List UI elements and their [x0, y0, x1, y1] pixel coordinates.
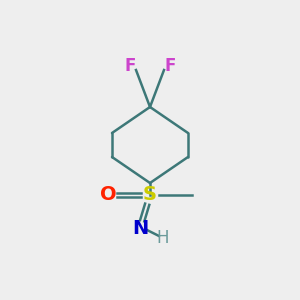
Text: N: N — [132, 218, 148, 238]
Text: S: S — [143, 185, 157, 205]
Text: F: F — [164, 57, 176, 75]
Text: F: F — [124, 57, 136, 75]
Text: O: O — [100, 185, 116, 205]
Text: H: H — [157, 229, 169, 247]
